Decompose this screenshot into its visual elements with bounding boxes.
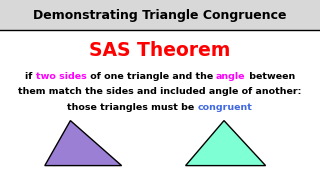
- Text: them match the sides and included angle of another:: them match the sides and included angle …: [18, 87, 302, 96]
- Text: if: if: [25, 72, 36, 81]
- Text: of one triangle and the: of one triangle and the: [87, 72, 216, 81]
- Polygon shape: [186, 121, 266, 166]
- Polygon shape: [45, 121, 122, 166]
- Text: SAS Theorem: SAS Theorem: [89, 41, 231, 60]
- Text: between: between: [245, 72, 295, 81]
- Text: Demonstrating Triangle Congruence: Demonstrating Triangle Congruence: [33, 9, 287, 22]
- Text: angle: angle: [216, 72, 245, 81]
- Text: two sides: two sides: [36, 72, 87, 81]
- FancyBboxPatch shape: [0, 0, 320, 30]
- Text: congruent: congruent: [198, 103, 253, 112]
- Text: those triangles must be: those triangles must be: [67, 103, 198, 112]
